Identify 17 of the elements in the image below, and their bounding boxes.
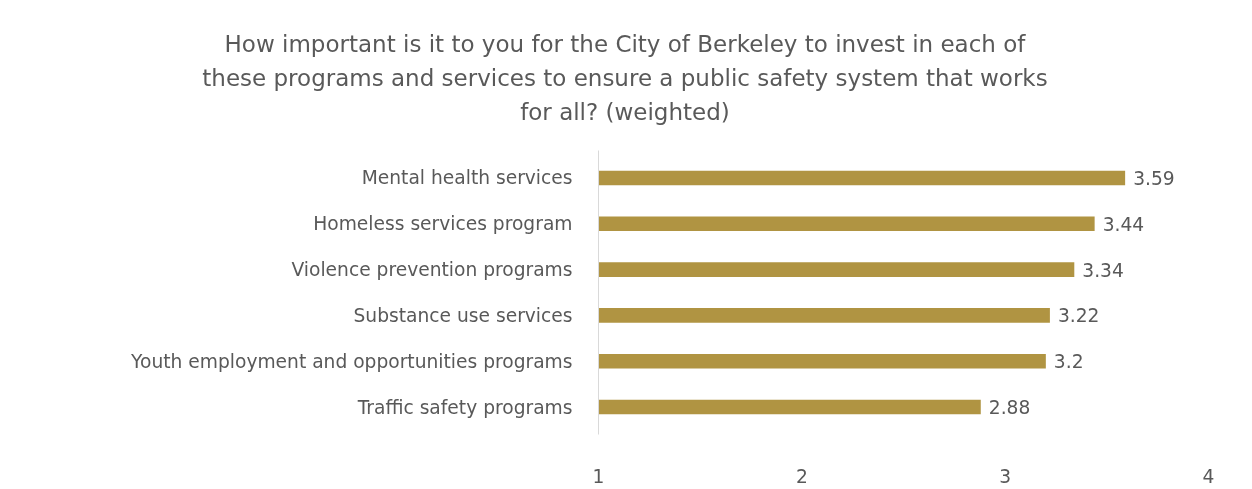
data-label: 2.88 xyxy=(988,397,1031,419)
x-tick-label: 2 xyxy=(795,465,808,487)
data-label: 3.44 xyxy=(1102,213,1145,235)
data-label: 3.22 xyxy=(1057,305,1100,327)
y-tick-label: Substance use services xyxy=(353,304,573,326)
x-tick-label: 3 xyxy=(999,465,1012,487)
chart-title: How important is it to you for the City of Berkeley to invest in each of these programs and services to ensure a public safety system that works for all? (weighted) xyxy=(202,30,1048,127)
data-label: 3.2 xyxy=(1053,351,1084,373)
y-tick-label: Traffic safety programs xyxy=(356,396,573,418)
y-tick-label: Youth employment and opportunities programs xyxy=(130,350,573,372)
y-tick-label: Violence prevention programs xyxy=(291,259,573,281)
data-label: 3.59 xyxy=(1133,167,1175,189)
data-label: 3.34 xyxy=(1082,259,1124,281)
x-tick-label: 1 xyxy=(592,465,605,487)
x-tick-label: 4 xyxy=(1202,465,1215,487)
y-tick-label: Mental health services xyxy=(361,167,573,189)
y-tick-label: Homeless services program xyxy=(313,213,573,235)
